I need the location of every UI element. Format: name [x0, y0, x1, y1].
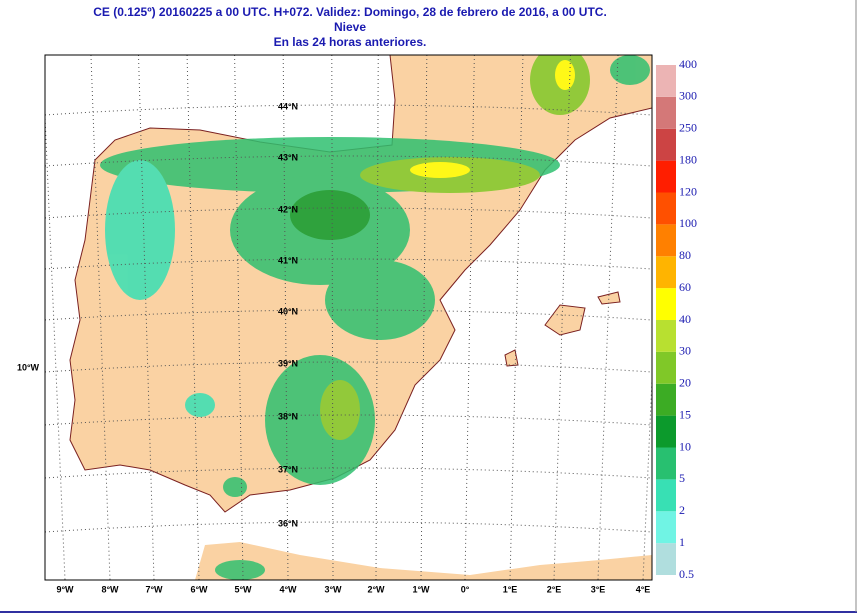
lat-label: 42°N	[278, 204, 298, 214]
legend-label: 120	[679, 184, 697, 198]
lat-label: 41°N	[278, 255, 298, 265]
legend-label: 10	[679, 439, 691, 453]
parallel	[45, 521, 652, 533]
lat-label: 40°N	[278, 306, 298, 316]
legend-swatch	[656, 192, 676, 225]
island	[544, 304, 586, 336]
lat-label: 36°N	[278, 518, 298, 528]
parallel	[45, 207, 652, 219]
parallel	[45, 155, 652, 167]
legend-label: 40	[679, 312, 691, 326]
island	[597, 291, 621, 305]
legend-label: 5	[679, 471, 685, 485]
legend-swatch	[656, 65, 676, 97]
parallel	[45, 104, 652, 116]
coordinate-labels: 10°W 44°N 43°N 42°N 41°N 40°N 39°N 38°N 37°N 36°…	[17, 101, 650, 594]
lon-label: 4°E	[636, 584, 651, 594]
legend-label: 250	[679, 121, 697, 135]
lon-label: 2°W	[367, 584, 385, 594]
parallel	[45, 309, 652, 321]
lon-label: 5°W	[234, 584, 252, 594]
legend-swatch	[656, 479, 676, 512]
legend-label: 400	[679, 57, 697, 71]
legend-swatch	[656, 96, 676, 129]
legend-swatch	[656, 383, 676, 416]
lon-label: 2°E	[547, 584, 562, 594]
lat-label: 43°N	[278, 152, 298, 162]
parallel	[45, 361, 652, 373]
legend-swatch	[656, 128, 676, 161]
lon-label: 3°W	[324, 584, 342, 594]
legend-label: 2	[679, 503, 685, 517]
period: En las 24 horas anteriores.	[273, 35, 427, 49]
legend-label: 20	[679, 376, 691, 390]
graticule	[45, 55, 652, 580]
legend-swatch	[656, 224, 676, 257]
legend-label: 15	[679, 407, 691, 421]
legend-label: 80	[679, 248, 691, 262]
legend-label: 100	[679, 216, 697, 230]
legend-swatch	[656, 511, 676, 544]
lon-label: 9°W	[56, 584, 74, 594]
africa-land	[195, 542, 652, 580]
legend-swatch	[656, 288, 676, 320]
lat-label: 37°N	[278, 464, 298, 474]
legend-label: 300	[679, 89, 697, 103]
legend-label: 30	[679, 344, 691, 358]
legend-swatch	[656, 160, 676, 193]
legend-label: 1	[679, 535, 685, 549]
legend-label: 180	[679, 152, 697, 166]
map-frame	[44, 54, 653, 581]
parallel	[45, 467, 652, 479]
island	[504, 349, 519, 367]
legend-label: 0.5	[679, 567, 694, 581]
snow-field	[100, 55, 650, 580]
lon-label: 7°W	[145, 584, 163, 594]
lat-label: 38°N	[278, 411, 298, 421]
legend-swatch	[656, 447, 676, 480]
variable: Nieve	[333, 20, 367, 34]
title: CE (0.125º) 20160225 a 00 UTC. H+072. Va…	[93, 5, 607, 19]
legend-swatch	[656, 351, 676, 384]
legend-swatch	[656, 256, 676, 289]
lon-label: 4°W	[279, 584, 297, 594]
lon-label: 3°E	[591, 584, 606, 594]
legend-swatch	[656, 543, 676, 575]
lon-label: 1°W	[412, 584, 430, 594]
parallel	[45, 414, 652, 426]
lon-label: 8°W	[101, 584, 119, 594]
lon-label: 0°	[461, 584, 470, 594]
legend-swatch	[656, 415, 676, 448]
side-label: 10°W	[17, 362, 40, 372]
legend-label: 60	[679, 280, 691, 294]
lat-label: 39°N	[278, 358, 298, 368]
parallel	[45, 258, 652, 270]
lon-label: 6°W	[190, 584, 208, 594]
map	[45, 55, 652, 580]
lat-label: 44°N	[278, 101, 298, 111]
legend: 0.5 1 2 5 10 15 20 30 40 60 80 100 120 180 250 300 400	[656, 57, 697, 581]
legend-swatch	[656, 320, 676, 352]
lon-label: 1°E	[503, 584, 518, 594]
